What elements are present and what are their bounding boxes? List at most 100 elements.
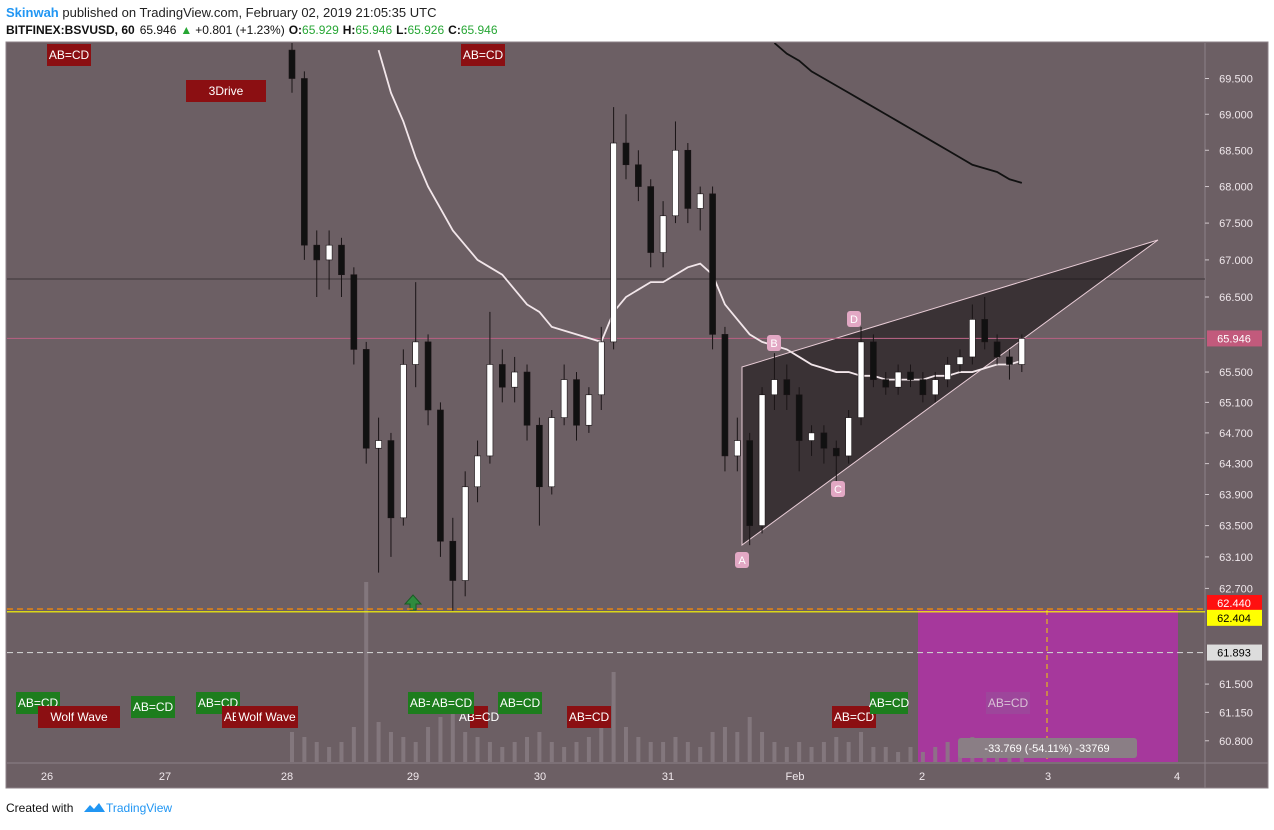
pattern-marker-bg [236,706,298,728]
y-tick-label: 61.500 [1219,679,1253,691]
candle-body [882,379,890,388]
candle-body [795,394,803,441]
candle-body [523,371,531,426]
high: 65.946 [355,23,392,37]
pattern-marker: AB=CD [569,710,610,724]
pattern-point-bg [831,481,845,497]
candle-body [362,349,370,449]
price-tag-label: 65.946 [1217,333,1251,345]
candle-body [758,394,766,526]
volume-bar [821,742,826,762]
measure-label-bg [958,738,1137,758]
pattern-point: D [850,314,858,326]
candle-body [461,486,469,581]
y-tick-label: 64.700 [1219,428,1253,440]
volume-bar [698,747,703,762]
volume-bar [500,747,505,762]
volume-bar [401,737,406,762]
y-tick-label: 61.150 [1219,707,1253,719]
volume-bar [388,732,393,762]
y-tick-label: 63.100 [1219,552,1253,564]
volume-bar [537,732,542,762]
candle-body [832,447,840,457]
volume-bar [376,722,381,762]
pattern-marker: AB=CD [133,700,174,714]
x-tick-label: 31 [662,771,674,783]
candle-body [424,341,432,411]
volume-bar [636,737,641,762]
y-tick-label: 67.500 [1219,218,1253,230]
candle-body [338,244,345,276]
plot [7,43,1205,762]
candle-body [771,379,778,396]
arrow: ▲ [180,23,192,37]
candle-body [375,440,382,449]
pattern-marker: AB=CD [500,696,541,710]
volume-bar [574,742,579,762]
candle-body [969,319,976,358]
pattern-marker-bg [186,80,266,102]
candle-body [288,49,296,79]
price-tag [1207,609,1262,626]
x-tick-label: 26 [41,771,53,783]
volume-bar [908,747,913,762]
candle-body [597,341,605,396]
pattern-marker: AB=CD [869,696,910,710]
x-tick-label: 3 [1045,771,1051,783]
pattern-marker-bg [870,692,908,714]
y-tick-label: 64.300 [1219,459,1253,471]
y-tick-label: 66.500 [1219,292,1253,304]
volume-bar [722,727,727,762]
last: 65.946 [140,23,177,37]
candle-body [437,409,444,542]
volume-bar [487,742,492,762]
l-label: L: [396,23,407,37]
pattern-marker-bg [567,706,611,728]
y-tick-label: 67.000 [1219,255,1253,267]
pattern-marker-bg [470,706,488,728]
volume-bar [302,737,307,762]
volume-bar [784,747,789,762]
pattern-marker-bg [461,44,505,66]
volume-bar [364,582,369,762]
volume-bar [760,732,765,762]
candle-body [734,440,741,457]
candle-body [548,417,556,488]
volume-bar [413,742,418,762]
low: 65.926 [407,23,444,37]
pattern-marker: AB=CD [988,696,1029,710]
footer-created: Created with [6,801,73,815]
volume-bar [883,747,888,762]
volume-bar [562,747,567,762]
pattern-marker: AB=CD [432,696,473,710]
c-label: C: [448,23,461,37]
buy-arrow [403,594,423,611]
volume-bar [450,712,455,762]
change: +0.801 (+1.23%) [195,23,284,37]
candle-body [325,244,333,261]
candle-body [350,274,358,350]
y-tick-label: 60.800 [1219,736,1253,748]
x-tick-label: 30 [534,771,546,783]
candle-body [845,417,852,457]
candle-body [585,394,593,426]
candle-body [474,455,481,488]
pattern-marker: AB=CD [49,48,90,62]
y-tick-label: 65.500 [1219,367,1253,379]
measure-label: -33.769 (-54.11%) -33769 [984,743,1109,755]
candle-body [746,440,753,526]
header-line-2: BITFINEX:BSVUSD, 60 65.946 ▲ +0.801 (+1.23%… [6,23,498,37]
y-tick-label: 63.900 [1219,490,1253,502]
volume-bar [871,747,876,762]
x-tick-label: Feb [786,771,805,783]
volume-bar [586,737,591,762]
published: published on TradingView.com, February 0… [59,5,437,20]
candle-body [659,215,667,253]
y-tick-label: 68.500 [1219,145,1253,157]
candle-body [635,164,642,187]
candle-body [820,432,828,449]
symbol: BITFINEX:BSVUSD, 60 [6,23,135,37]
candle-body [511,371,518,388]
volume-bar [920,752,925,762]
header-line-1: Skinwah published on TradingView.com, Fe… [6,5,436,20]
